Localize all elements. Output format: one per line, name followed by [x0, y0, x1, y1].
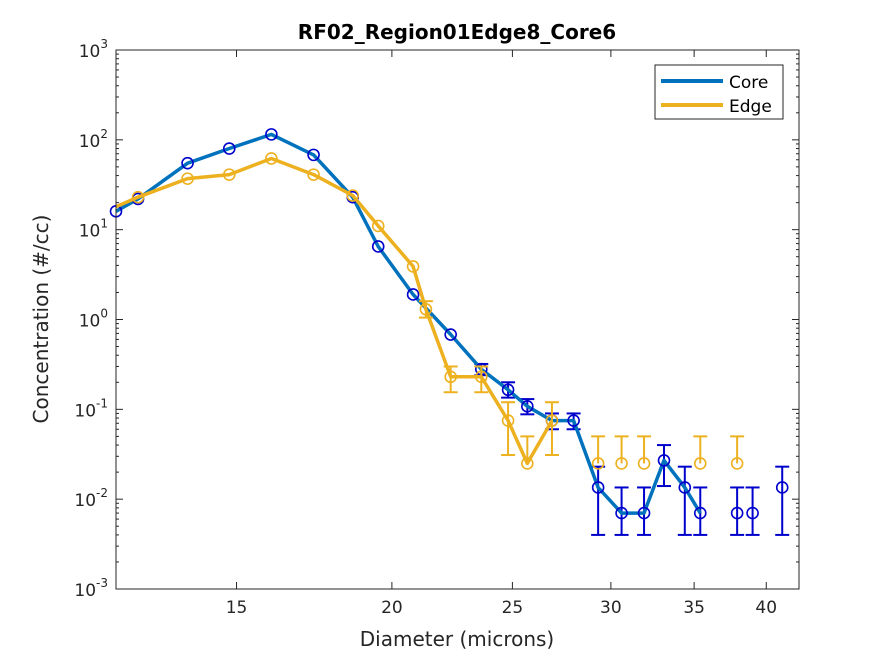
data-point — [444, 328, 457, 341]
data-point — [181, 156, 194, 170]
data-point — [371, 219, 385, 233]
data-point — [501, 414, 515, 427]
data-point — [371, 240, 385, 253]
data-point — [693, 506, 707, 520]
data-point — [567, 414, 580, 427]
data-point — [406, 260, 420, 273]
x-ticks: 15 20 25 30 35 40 — [226, 50, 777, 618]
x-tick-label: 20 — [381, 598, 403, 618]
data-point — [222, 142, 236, 155]
data-point — [591, 481, 605, 494]
x-tick-label: 30 — [600, 598, 622, 618]
data-point — [265, 128, 278, 141]
y-tick-label: 10-3 — [74, 576, 108, 601]
data-point — [545, 414, 559, 427]
data-point — [419, 302, 433, 316]
x-axis-label: Diameter (microns) — [360, 627, 554, 651]
series-edge — [115, 152, 745, 470]
chart-title: RF02_Region01Edge8_Core6 — [298, 20, 616, 44]
data-point — [775, 481, 789, 494]
data-point — [746, 506, 759, 520]
y-tick-label: 103 — [79, 37, 108, 62]
data-point — [591, 457, 605, 470]
data-point — [521, 400, 534, 413]
data-point — [474, 370, 488, 384]
data-point — [307, 168, 320, 181]
y-tick-label: 102 — [79, 127, 108, 152]
x-tick-label: 15 — [226, 598, 248, 618]
data-point — [730, 506, 744, 520]
axes-box — [115, 49, 800, 590]
data-point — [444, 370, 457, 384]
data-point — [693, 457, 707, 470]
data-point — [730, 457, 744, 470]
x-tick-label: 35 — [683, 598, 705, 618]
data-point — [131, 190, 145, 204]
legend-label-edge: Edge — [729, 97, 772, 117]
data-point — [265, 152, 278, 165]
y-axis-label: Concentration (#/cc) — [29, 215, 53, 424]
data-point — [346, 189, 359, 202]
legend-label-core: Core — [729, 73, 768, 93]
x-tick-label: 40 — [755, 598, 777, 618]
data-point — [678, 481, 692, 494]
data-point — [222, 168, 236, 181]
x-tick-label: 25 — [502, 598, 524, 618]
data-point — [521, 457, 534, 470]
data-point — [501, 383, 515, 397]
y-tick-label: 101 — [79, 217, 108, 242]
data-point — [406, 288, 420, 301]
data-point — [615, 506, 628, 520]
data-point — [307, 148, 320, 162]
data-point — [637, 506, 651, 520]
legend-box — [654, 64, 784, 120]
y-tick-label: 10-1 — [74, 396, 108, 421]
data-point — [657, 454, 671, 467]
series-line — [115, 156, 554, 466]
data-point — [181, 172, 194, 185]
data-point — [615, 457, 628, 470]
data-point — [637, 457, 651, 470]
y-tick-label: 100 — [79, 307, 108, 332]
y-tick-label: 10-2 — [74, 486, 108, 511]
series-layer — [109, 128, 790, 536]
legend: Core Edge — [654, 64, 784, 120]
